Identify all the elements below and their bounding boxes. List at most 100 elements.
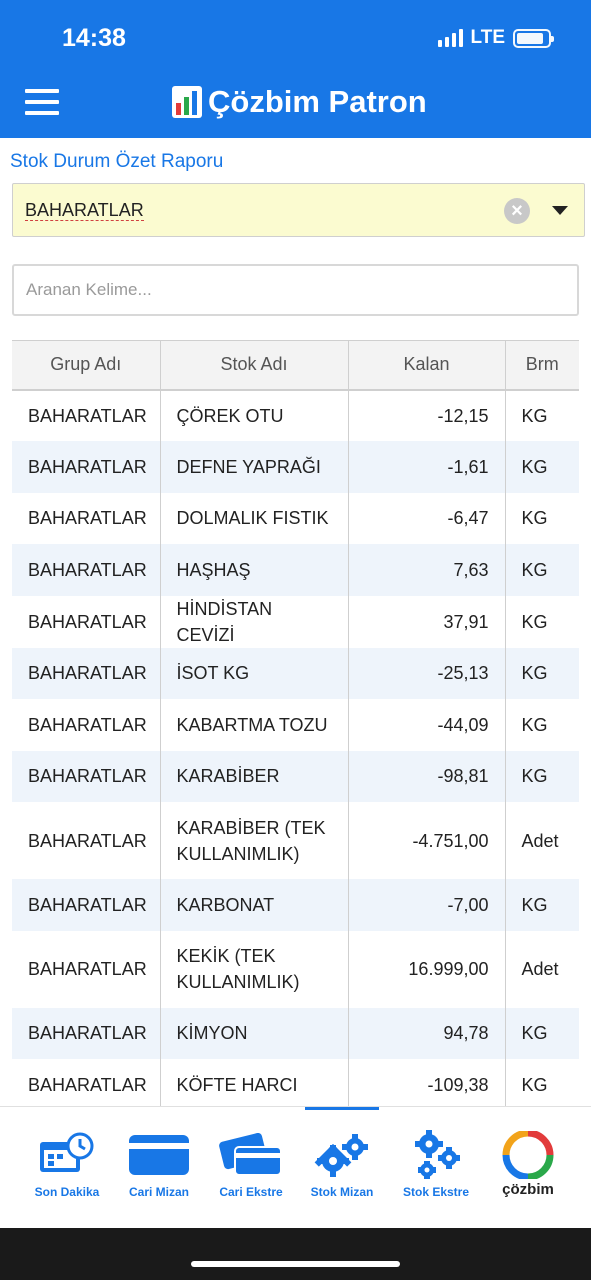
cell-group: BAHARATLAR (12, 595, 161, 648)
cell-group: BAHARATLAR (12, 750, 161, 802)
cell-unit: KG (504, 595, 579, 648)
tab-label: Stok Ekstre (402, 1185, 470, 1199)
cell-remaining: 94,78 (347, 1007, 506, 1059)
cell-stock-name: HAŞHAŞ (159, 544, 349, 596)
cell-remaining: 37,91 (347, 595, 506, 648)
chevron-down-icon[interactable] (552, 206, 568, 215)
column-header-stock[interactable]: Stok Adı (159, 340, 349, 391)
cell-stock-name: İSOT KG (159, 647, 349, 699)
status-indicators: LTE (437, 27, 554, 49)
table-row[interactable]: BAHARATLAR ÇÖREK OTU -12,15 KG (12, 389, 579, 441)
cell-group: BAHARATLAR (12, 544, 161, 596)
tab-son-dakika[interactable]: Son Dakika (27, 1107, 107, 1207)
cell-group: BAHARATLAR (12, 930, 161, 1008)
home-indicator[interactable] (191, 1261, 400, 1267)
cell-unit: KG (504, 1007, 579, 1059)
tab-label: Cari Mizan (128, 1185, 189, 1199)
cell-remaining: -1,61 (347, 441, 506, 493)
cell-group: BAHARATLAR (12, 1007, 161, 1059)
battery-icon (513, 28, 554, 48)
chart-logo-icon (172, 86, 202, 118)
cell-remaining: -7,00 (347, 879, 506, 931)
table-row[interactable]: BAHARATLAR KARABİBER -98,81 KG (12, 750, 579, 802)
cell-unit: KG (504, 750, 579, 802)
cell-remaining: -44,09 (347, 699, 506, 751)
group-select[interactable]: BAHARATLAR × (12, 183, 585, 237)
cell-remaining: 16.999,00 (347, 930, 506, 1008)
cell-stock-name: KARABİBER (TEK KULLANIMLIK) (159, 802, 349, 879)
cell-unit: Adet (504, 802, 579, 879)
cell-stock-name: DEFNE YAPRAĞI (159, 441, 349, 493)
cell-remaining: -109,38 (347, 1059, 506, 1106)
column-header-unit[interactable]: Brm (504, 340, 579, 391)
stock-table: Grup Adı Stok Adı Kalan Brm BAHARATLAR Ç… (12, 340, 579, 1106)
cards-icon (219, 1129, 283, 1181)
bottom-tab-bar: Son Dakika Cari Mizan Cari Ekstre (0, 1106, 591, 1228)
status-time: 14:38 (62, 24, 126, 52)
cell-unit: KG (504, 879, 579, 931)
cell-remaining: -6,47 (347, 492, 506, 544)
table-row[interactable]: BAHARATLAR KÖFTE HARCI -109,38 KG (12, 1059, 579, 1106)
cell-stock-name: HİNDİSTAN CEVİZİ (159, 595, 349, 648)
table-row[interactable]: BAHARATLAR KABARTMA TOZU -44,09 KG (12, 699, 579, 751)
cell-unit: KG (504, 647, 579, 699)
cell-stock-name: KARBONAT (159, 879, 349, 931)
column-header-remaining[interactable]: Kalan (347, 340, 506, 391)
app-title: Çözbim Patron (172, 84, 427, 120)
search-input[interactable] (12, 264, 579, 316)
table-row[interactable]: BAHARATLAR KİMYON 94,78 KG (12, 1007, 579, 1059)
app-title-text: Çözbim Patron (208, 84, 427, 119)
table-row[interactable]: BAHARATLAR DOLMALIK FISTIK -6,47 KG (12, 492, 579, 544)
cell-unit: KG (504, 441, 579, 493)
cell-group: BAHARATLAR (12, 389, 161, 441)
column-header-group[interactable]: Grup Adı (12, 340, 161, 391)
cell-stock-name: KÖFTE HARCI (159, 1059, 349, 1106)
cell-remaining: -98,81 (347, 750, 506, 802)
tab-cari-ekstre[interactable]: Cari Ekstre (211, 1107, 291, 1207)
cell-stock-name: DOLMALIK FISTIK (159, 492, 349, 544)
cell-unit: Adet (504, 930, 579, 1008)
cell-unit: KG (504, 699, 579, 751)
app-header: 14:38 LTE Çözbim Patron (0, 0, 591, 138)
cell-remaining: -12,15 (347, 389, 506, 441)
cell-remaining: 7,63 (347, 544, 506, 596)
table-row[interactable]: BAHARATLAR HAŞHAŞ 7,63 KG (12, 544, 579, 596)
report-title: Stok Durum Özet Raporu (10, 151, 224, 172)
cell-unit: KG (504, 389, 579, 441)
table-row[interactable]: BAHARATLAR HİNDİSTAN CEVİZİ 37,91 KG (12, 595, 579, 648)
calendar-clock-icon (35, 1129, 99, 1181)
cell-stock-name: ÇÖREK OTU (159, 389, 349, 441)
clear-icon[interactable]: × (504, 198, 530, 224)
cell-group: BAHARATLAR (12, 699, 161, 751)
cell-group: BAHARATLAR (12, 1059, 161, 1106)
cell-remaining: -25,13 (347, 647, 506, 699)
home-area (0, 1228, 591, 1280)
tab-stok-mizan[interactable]: Stok Mizan (305, 1107, 379, 1207)
cell-unit: KG (504, 544, 579, 596)
table-row[interactable]: BAHARATLAR DEFNE YAPRAĞI -1,61 KG (12, 441, 579, 493)
network-label: LTE (470, 27, 505, 48)
card-icon (127, 1129, 191, 1181)
cell-group: BAHARATLAR (12, 647, 161, 699)
table-row[interactable]: BAHARATLAR İSOT KG -25,13 KG (12, 647, 579, 699)
cell-unit: KG (504, 1059, 579, 1106)
cell-group: BAHARATLAR (12, 441, 161, 493)
cell-stock-name: KİMYON (159, 1007, 349, 1059)
table-row[interactable]: BAHARATLAR KARABİBER (TEK KULLANIMLIK) -… (12, 802, 579, 879)
table-row[interactable]: BAHARATLAR KARBONAT -7,00 KG (12, 879, 579, 931)
table-row[interactable]: BAHARATLAR KEKİK (TEK KULLANIMLIK) 16.99… (12, 930, 579, 1008)
tab-stok-ekstre[interactable]: Stok Ekstre (396, 1107, 476, 1207)
tab-label: Son Dakika (34, 1185, 100, 1199)
tab-brand[interactable]: çözbim (488, 1107, 568, 1207)
menu-button[interactable] (25, 89, 59, 115)
cell-stock-name: KARABİBER (159, 750, 349, 802)
cell-stock-name: KABARTMA TOZU (159, 699, 349, 751)
tab-label: Cari Ekstre (219, 1185, 283, 1199)
cell-unit: KG (504, 492, 579, 544)
tab-cari-mizan[interactable]: Cari Mizan (119, 1107, 199, 1207)
brand-label: çözbim (502, 1181, 554, 1198)
gears-stack-icon (404, 1129, 468, 1181)
table-header-row: Grup Adı Stok Adı Kalan Brm (12, 340, 579, 391)
cozbim-logo-icon (496, 1129, 560, 1181)
group-select-value: BAHARATLAR (25, 200, 144, 221)
